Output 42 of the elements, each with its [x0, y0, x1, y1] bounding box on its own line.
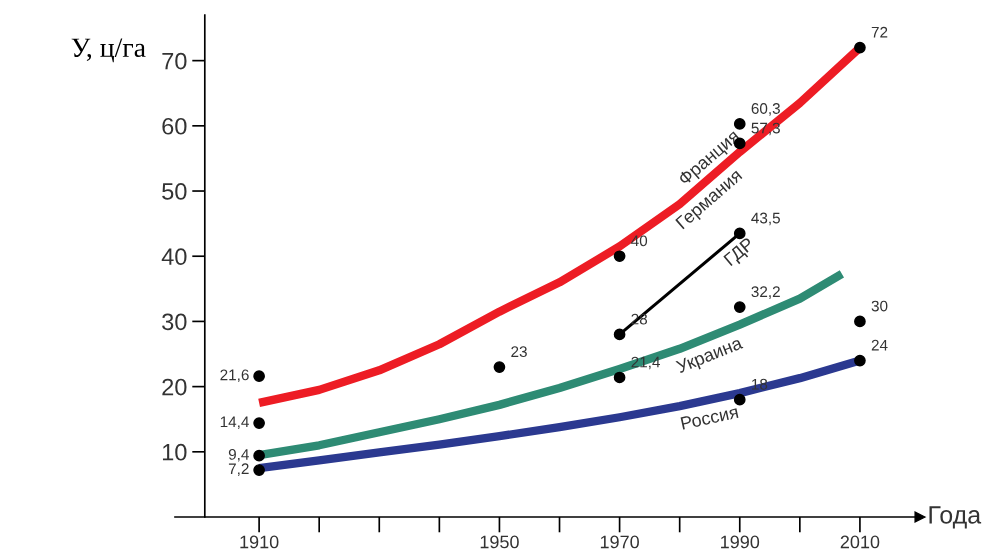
data-label: 43,5	[751, 212, 780, 226]
data-label: 32,2	[751, 286, 780, 299]
data-label: 14,4	[220, 416, 249, 430]
data-label: 60,3	[751, 103, 780, 116]
data-label: 30	[871, 300, 888, 312]
y-tick-label: 30	[162, 313, 187, 331]
y-tick-label: 20	[162, 378, 187, 396]
point	[613, 250, 626, 263]
y-tick-label: 50	[162, 183, 187, 200]
x-tick-label: 2010	[840, 535, 880, 549]
data-label: 9,4	[228, 449, 249, 462]
point	[854, 315, 866, 328]
point	[253, 370, 265, 383]
data-label: 24	[871, 339, 888, 351]
data-label: 40	[631, 235, 648, 247]
y-tick-label: 40	[161, 248, 187, 266]
text: Россия	[680, 405, 739, 430]
data-label: 23	[511, 346, 527, 358]
point	[253, 464, 265, 476]
point	[733, 301, 746, 313]
x-tick-label: 1990	[721, 535, 760, 549]
y-tick-label: 60	[162, 117, 187, 135]
x-tick-label: 1910	[240, 535, 279, 549]
data-label: 21,6	[220, 369, 249, 383]
point	[733, 118, 746, 130]
point	[613, 371, 626, 384]
x-tick-label: 1950	[480, 535, 519, 549]
x-tick-label: 1970	[600, 535, 639, 549]
point	[253, 449, 265, 462]
point	[613, 328, 626, 341]
point	[493, 361, 506, 373]
y-tick-label: 70	[162, 52, 187, 70]
y-tick-label: 10	[162, 443, 187, 461]
data-label: 72	[871, 26, 888, 38]
text: ГДР	[723, 236, 757, 269]
y-axis-title: У, ц/га	[71, 38, 146, 63]
point	[733, 393, 746, 406]
point	[854, 354, 866, 367]
point	[253, 417, 265, 429]
x-axis-title: Года	[929, 506, 982, 529]
point	[854, 41, 866, 54]
data-label: 7,2	[228, 463, 249, 476]
